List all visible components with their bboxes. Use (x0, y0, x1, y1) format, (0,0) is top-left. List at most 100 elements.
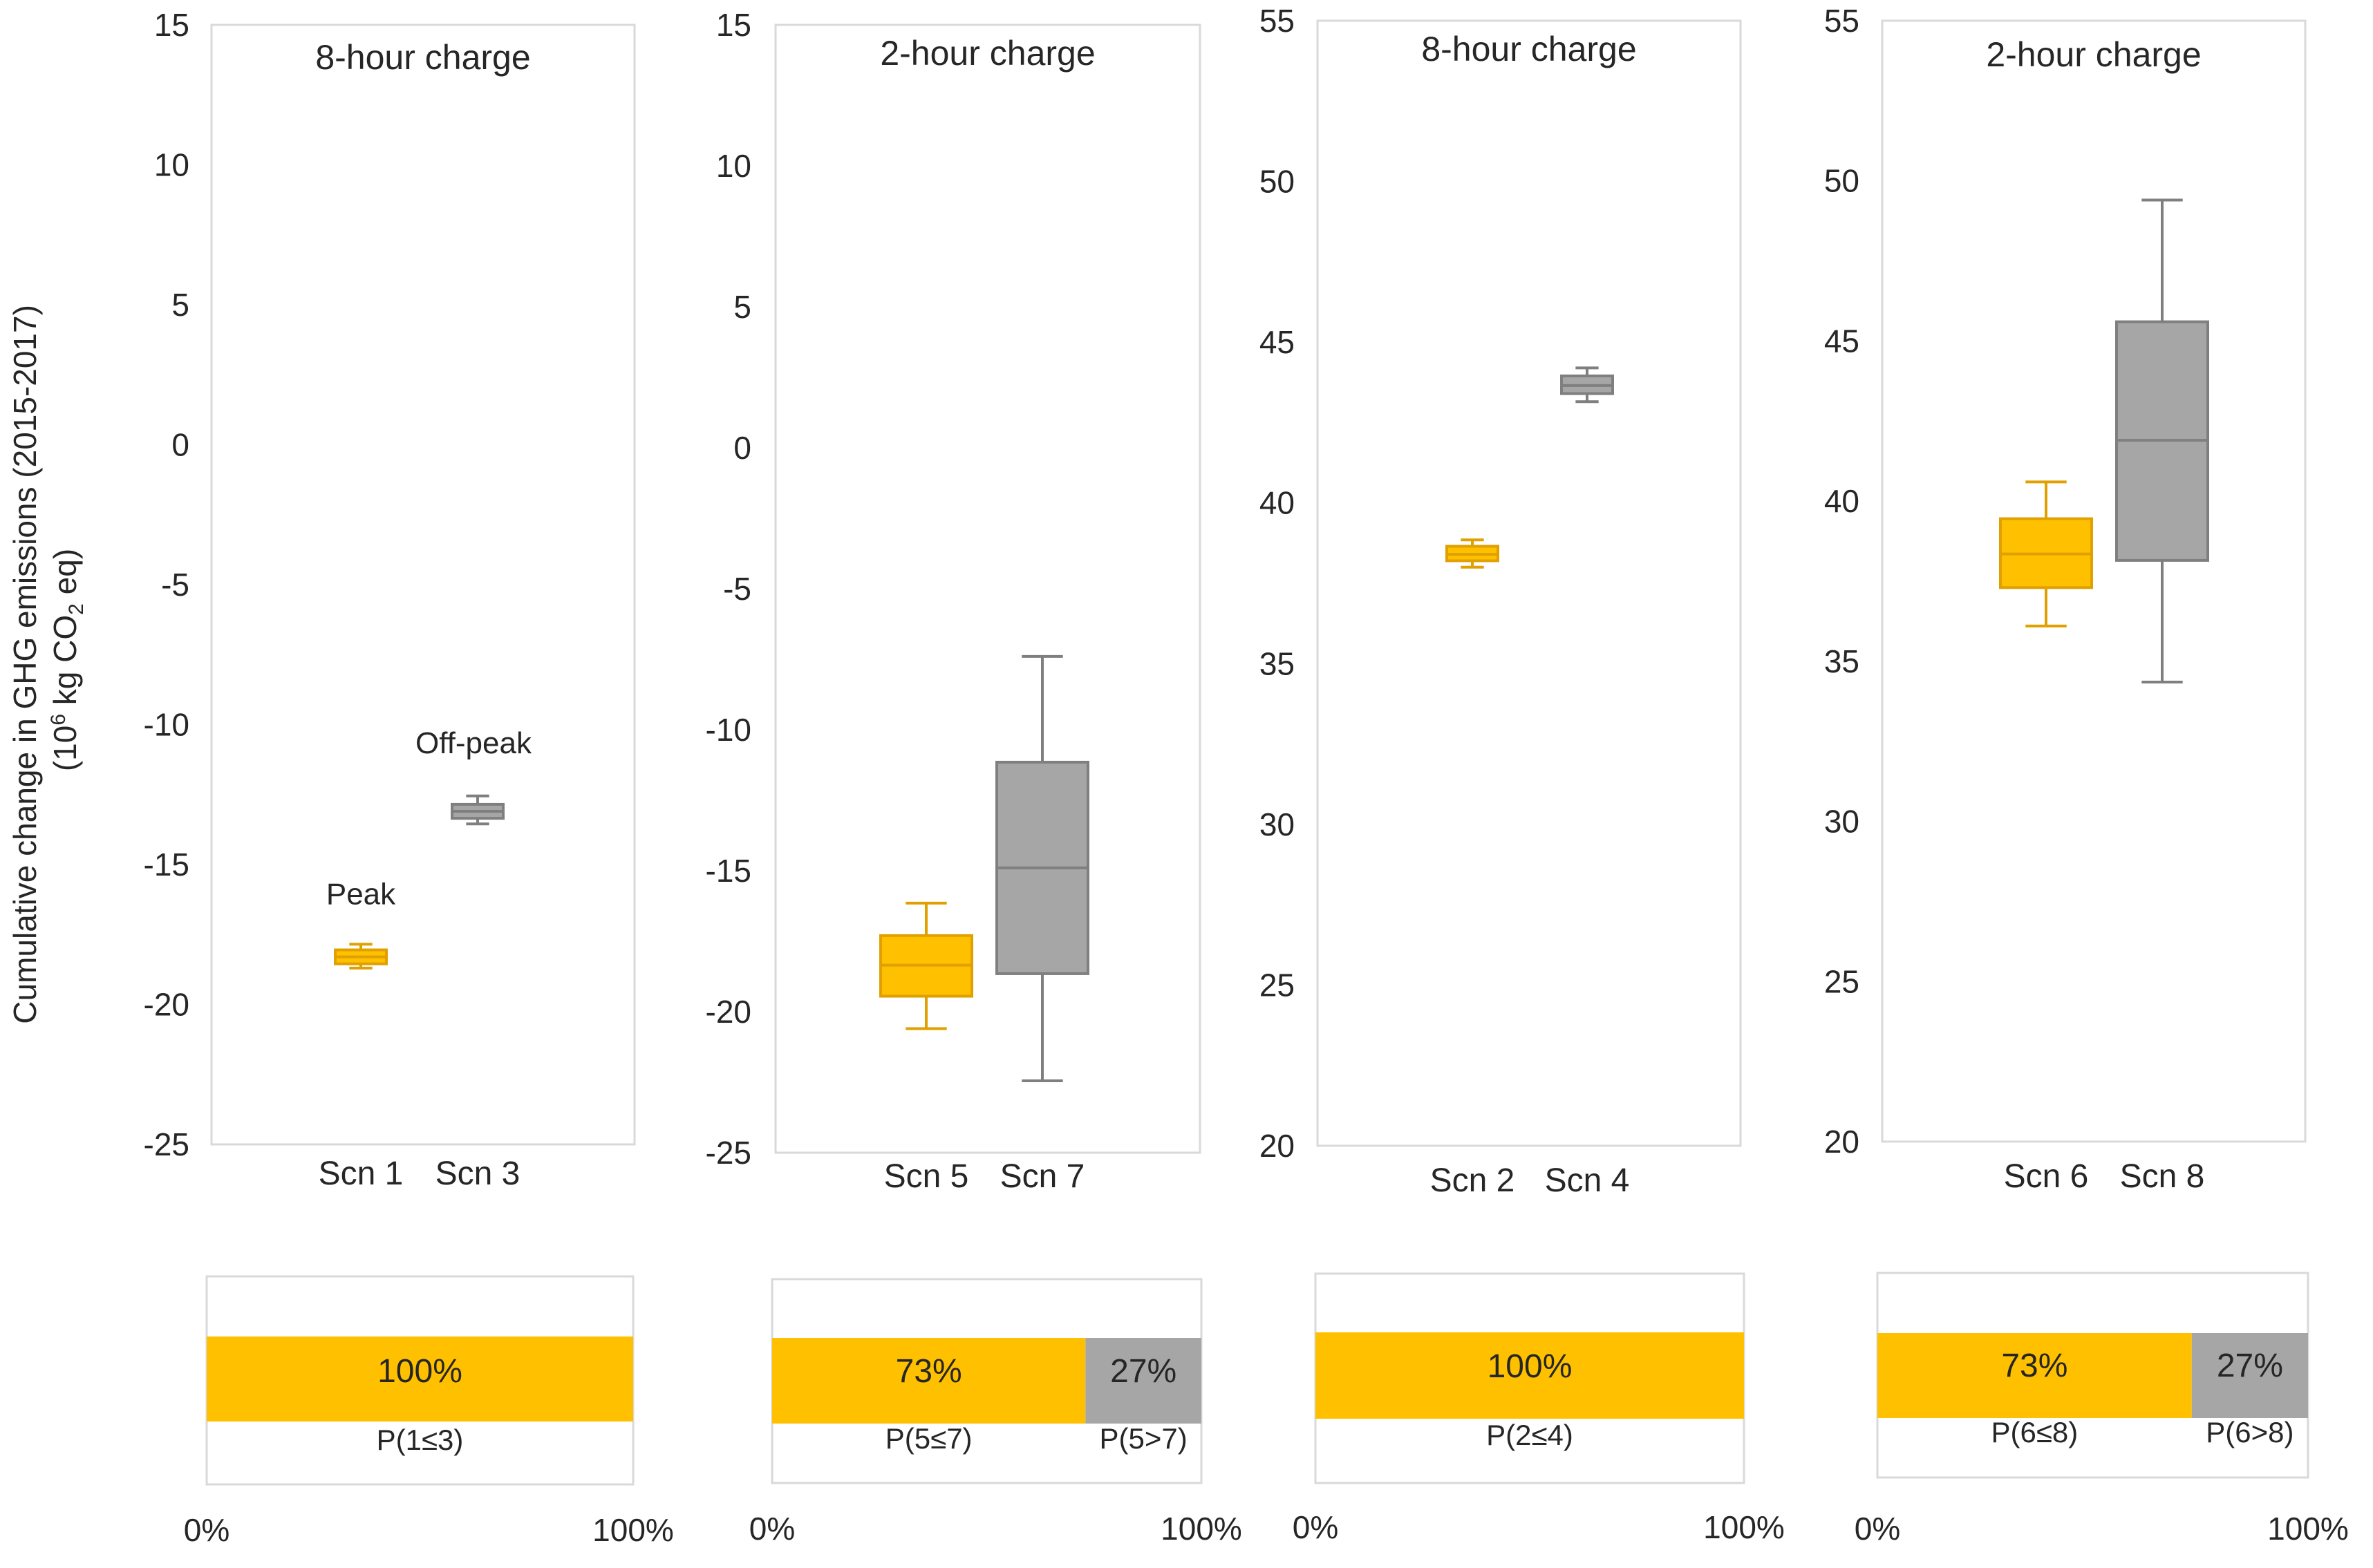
y-tick-label: -25 (144, 1126, 189, 1162)
panel-title: 2-hour charge (880, 34, 1095, 73)
y-tick-label: 45 (1259, 324, 1295, 360)
probability-segment (207, 1336, 633, 1421)
probability-axis-min: 0% (1293, 1509, 1338, 1545)
probability-axis-min: 0% (1855, 1511, 1900, 1547)
y-tick-label: -20 (706, 994, 751, 1030)
y-tick-label: 0 (733, 430, 751, 466)
y-tick-label: 55 (1824, 3, 1859, 39)
y-tick-label: 40 (1824, 483, 1859, 519)
probability-axis-max: 100% (592, 1512, 674, 1548)
probability-axis-max: 100% (1703, 1509, 1785, 1545)
probability-percent-label: 73% (896, 1353, 962, 1390)
probability-percent-label: 100% (377, 1353, 462, 1390)
annotation-label: Peak (326, 877, 396, 911)
box-scn-4 (1560, 366, 1614, 404)
y-tick-label: 30 (1824, 804, 1859, 840)
y-tick-label: 5 (171, 287, 189, 323)
probability-percent-label: 27% (2217, 1348, 2283, 1384)
y-tick-label: 35 (1259, 645, 1295, 681)
y-axis-label: Cumulative change in GHG emissions (2015… (7, 296, 88, 1023)
y-tick-label: 25 (1824, 963, 1859, 999)
y-tick-label: -15 (706, 853, 751, 889)
plot-frame (210, 23, 636, 1146)
box-scn-7 (995, 654, 1089, 1082)
y-tick-label: -5 (723, 571, 751, 607)
y-tick-label: 15 (154, 7, 189, 43)
box-scn-2 (1445, 538, 1499, 569)
y-tick-label: 20 (1824, 1124, 1859, 1160)
y-tick-label: 40 (1259, 485, 1295, 521)
x-category-label: Scn 8 (2120, 1158, 2205, 1195)
probability-condition-label: P(6>8) (2206, 1416, 2294, 1448)
panel-title: 8-hour charge (315, 38, 530, 77)
y-tick-label: 50 (1259, 164, 1295, 200)
probability-axis-min: 0% (184, 1512, 229, 1548)
y-axis-label-sup: 6 (47, 714, 70, 726)
y-tick-label: 45 (1824, 323, 1859, 359)
probability-segment (2191, 1333, 2308, 1418)
x-category-label: Scn 4 (1545, 1162, 1630, 1199)
y-tick-label: -5 (161, 567, 189, 603)
x-category-label: Scn 7 (1000, 1158, 1085, 1195)
y-tick-label: 10 (154, 147, 189, 183)
annotation-label: Off-peak (415, 726, 532, 760)
probability-axis-max: 100% (2267, 1511, 2349, 1547)
plot-frame (774, 23, 1201, 1154)
y-tick-label: 55 (1259, 3, 1295, 39)
y-tick-label: -15 (144, 847, 189, 882)
y-tick-label: 10 (716, 148, 751, 184)
panel-title: 8-hour charge (1421, 30, 1636, 68)
y-tick-label: -10 (144, 707, 189, 743)
x-category-label: Scn 1 (319, 1155, 404, 1192)
plot-frame (1316, 19, 1742, 1147)
y-tick-label: 25 (1259, 967, 1295, 1003)
box-scn-3 (451, 794, 505, 826)
probability-segment (1877, 1333, 2192, 1418)
probability-bar-2: 73% P(5≤7) 27% P(5>7) 0% 100% (749, 1278, 1242, 1547)
panel-title: 2-hour charge (1986, 35, 2201, 74)
x-category-label: Scn 3 (435, 1155, 520, 1192)
probability-axis-max: 100% (1161, 1511, 1242, 1547)
probability-segment (1315, 1332, 1744, 1419)
x-category-label: Scn 2 (1430, 1162, 1515, 1199)
y-tick-label: 30 (1259, 806, 1295, 842)
box-scn-5 (879, 901, 973, 1030)
probability-axis-min: 0% (749, 1511, 795, 1547)
probability-bar-4: 73% P(6≤8) 27% P(6>8) 0% 100% (1855, 1272, 2349, 1547)
y-tick-label: 5 (733, 289, 751, 325)
chart-panel-2: 2-hour charge -25 -20 -15 -10 -5 0 5 10 15 Scn 5 Sc… (706, 7, 1242, 1547)
probability-condition-label: P(1≤3) (377, 1424, 464, 1456)
x-category-label: Scn 5 (884, 1158, 969, 1195)
probability-condition-label: P(2≤4) (1486, 1419, 1573, 1451)
y-axis-label-line2: (106 kg CO2 eq) (47, 549, 88, 771)
y-axis-label-line1: Cumulative change in GHG emissions (2015… (7, 305, 43, 1024)
y-axis-label-sub: 2 (65, 603, 88, 615)
chart-panel-1: 8-hour charge -25 -20 -15 -10 -5 0 5 10 15 Scn 1 Sc… (144, 7, 674, 1548)
y-tick-label: 15 (716, 7, 751, 43)
y-tick-label: 35 (1824, 643, 1859, 679)
y-tick-label: -20 (144, 987, 189, 1023)
probability-bar-3: 100% P(2≤4) 0% 100% (1293, 1272, 1785, 1545)
chart-panel-4: 2-hour charge 20 25 30 35 40 45 50 55 Scn 6 Scn 8 7… (1824, 3, 2349, 1547)
y-tick-label: 50 (1824, 163, 1859, 199)
probability-segment (772, 1338, 1086, 1424)
probability-condition-label: P(5≤7) (885, 1422, 973, 1455)
plot-frame (1881, 19, 2307, 1143)
y-tick-label: -10 (706, 712, 751, 748)
probability-condition-label: P(5>7) (1100, 1422, 1188, 1455)
x-category-label: Scn 6 (2004, 1158, 2089, 1195)
probability-percent-label: 73% (2001, 1348, 2067, 1384)
box-scn-8 (2115, 198, 2209, 683)
probability-condition-label: P(6≤8) (1991, 1416, 2079, 1448)
probability-percent-label: 27% (1110, 1353, 1176, 1390)
box-scn-1 (334, 943, 388, 970)
chart-panel-3: 8-hour charge 20 25 30 35 40 45 50 55 Scn 2 Scn 4 1… (1259, 3, 1785, 1545)
y-tick-label: 20 (1259, 1128, 1295, 1164)
box-scn-6 (1999, 480, 2093, 627)
y-tick-label: -25 (706, 1135, 751, 1171)
probability-percent-label: 100% (1488, 1348, 1573, 1385)
probability-bar-1: 100% P(1≤3) 0% 100% (184, 1275, 674, 1548)
y-tick-label: 0 (171, 427, 189, 463)
probability-segment (1085, 1338, 1201, 1424)
